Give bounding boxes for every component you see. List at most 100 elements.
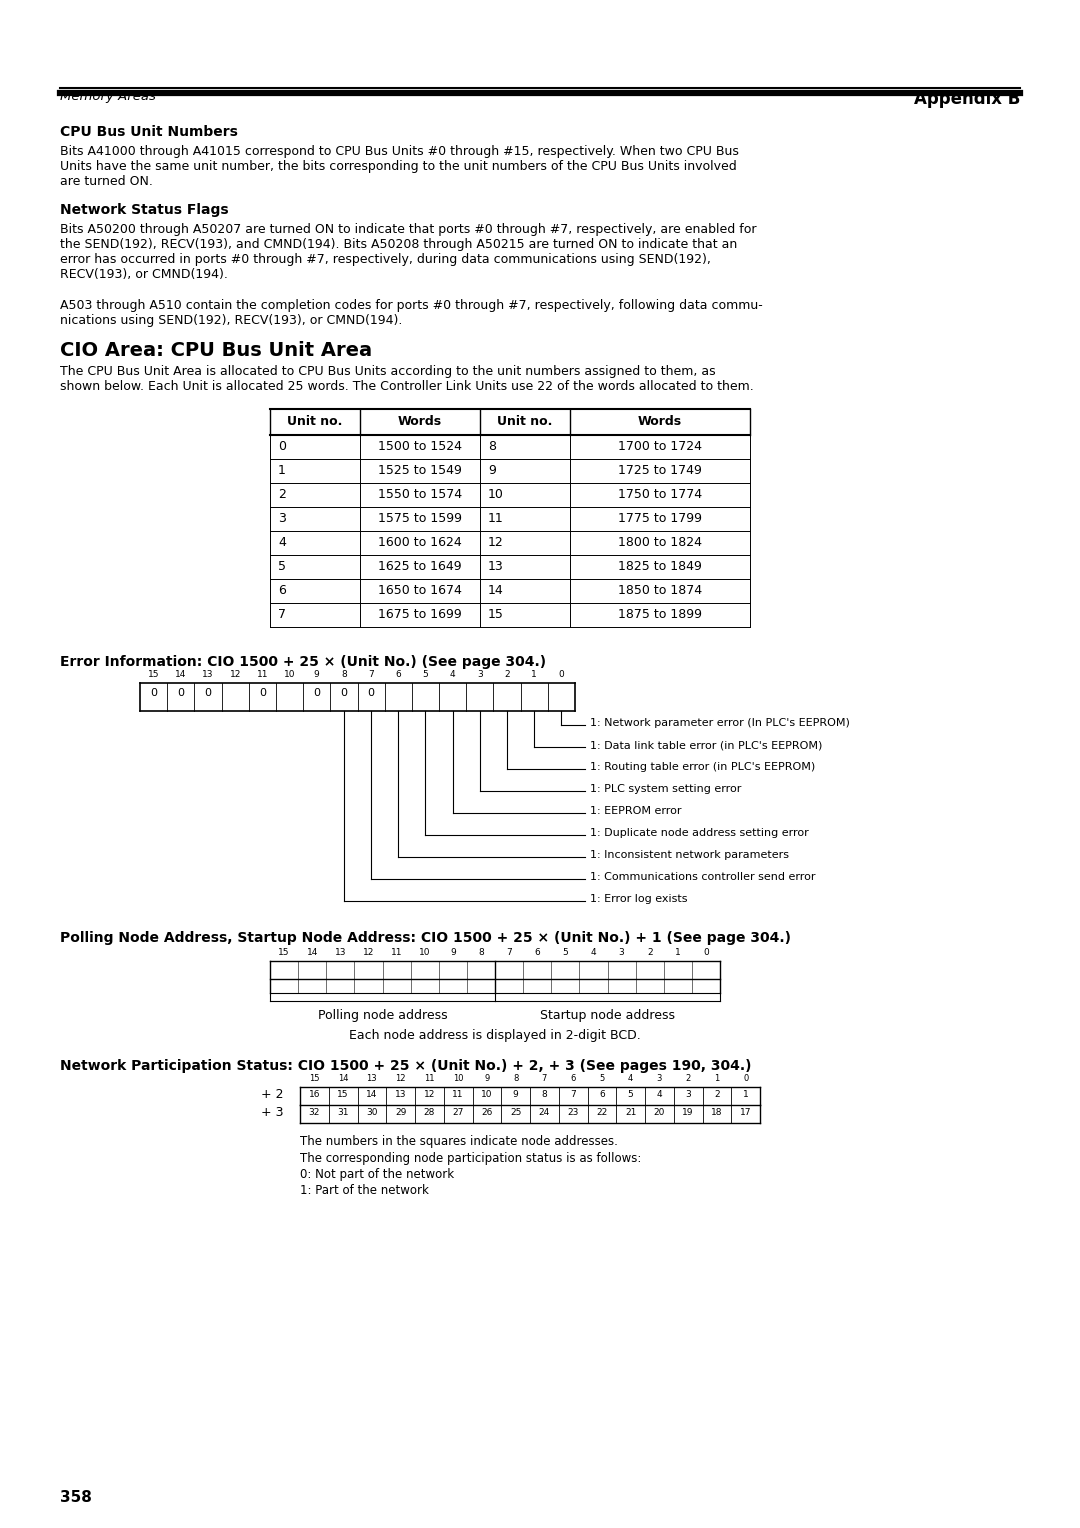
Text: 0: 0 — [177, 688, 185, 698]
Text: 4: 4 — [657, 1089, 662, 1099]
Text: Network Participation Status: CIO 1500 + 25 × (Unit No.) + 2, + 3 (See pages 190: Network Participation Status: CIO 1500 +… — [60, 1059, 752, 1073]
Text: Memory Areas: Memory Areas — [60, 90, 156, 102]
Text: 5: 5 — [599, 1074, 605, 1083]
Text: 6: 6 — [570, 1074, 576, 1083]
Text: 5: 5 — [422, 669, 429, 678]
Text: 0: 0 — [259, 688, 266, 698]
Text: 7: 7 — [278, 608, 286, 620]
Text: 1800 to 1824: 1800 to 1824 — [618, 536, 702, 549]
Text: 11: 11 — [391, 947, 403, 957]
Text: 0: 0 — [313, 688, 320, 698]
Text: 10: 10 — [488, 487, 504, 501]
Text: 1: Network parameter error (In PLC's EEPROM): 1: Network parameter error (In PLC's EEP… — [590, 718, 850, 727]
Text: 31: 31 — [337, 1108, 349, 1117]
Text: The CPU Bus Unit Area is allocated to CPU Bus Units according to the unit number: The CPU Bus Unit Area is allocated to CP… — [60, 365, 754, 393]
Text: 24: 24 — [539, 1108, 550, 1117]
Text: Polling Node Address, Startup Node Address: CIO 1500 + 25 × (Unit No.) + 1 (See : Polling Node Address, Startup Node Addre… — [60, 931, 791, 944]
Text: 1875 to 1899: 1875 to 1899 — [618, 608, 702, 620]
Text: 5: 5 — [563, 947, 568, 957]
Text: 1: 1 — [675, 947, 680, 957]
Text: Appendix B: Appendix B — [914, 90, 1020, 108]
Text: Bits A41000 through A41015 correspond to CPU Bus Units #0 through #15, respectiv: Bits A41000 through A41015 correspond to… — [60, 145, 739, 188]
Text: Bits A50200 through A50207 are turned ON to indicate that ports #0 through #7, r: Bits A50200 through A50207 are turned ON… — [60, 223, 756, 281]
Text: 8: 8 — [478, 947, 484, 957]
Text: 1725 to 1749: 1725 to 1749 — [618, 465, 702, 477]
Text: Unit no.: Unit no. — [287, 416, 342, 428]
Text: Startup node address: Startup node address — [540, 1008, 675, 1022]
Text: CIO Area: CPU Bus Unit Area: CIO Area: CPU Bus Unit Area — [60, 341, 373, 361]
Text: 1: Duplicate node address setting error: 1: Duplicate node address setting error — [590, 828, 809, 837]
Text: 3: 3 — [657, 1074, 662, 1083]
Text: 5: 5 — [627, 1089, 634, 1099]
Text: 14: 14 — [488, 584, 503, 597]
Text: 10: 10 — [481, 1089, 492, 1099]
Text: 8: 8 — [341, 669, 347, 678]
Text: 1: EEPROM error: 1: EEPROM error — [590, 805, 681, 816]
Text: 1: Communications controller send error: 1: Communications controller send error — [590, 872, 815, 882]
Text: 11: 11 — [424, 1074, 434, 1083]
Text: 1: Routing table error (in PLC's EEPROM): 1: Routing table error (in PLC's EEPROM) — [590, 762, 815, 772]
Text: 8: 8 — [541, 1089, 548, 1099]
Text: 1675 to 1699: 1675 to 1699 — [378, 608, 462, 620]
Text: 0: 0 — [558, 669, 564, 678]
Text: 0: 0 — [150, 688, 157, 698]
Text: 0: 0 — [340, 688, 348, 698]
Text: 9: 9 — [488, 465, 496, 477]
Text: 8: 8 — [513, 1074, 518, 1083]
Text: 1525 to 1549: 1525 to 1549 — [378, 465, 462, 477]
Text: 0: Not part of the network: 0: Not part of the network — [300, 1167, 454, 1181]
Text: 21: 21 — [625, 1108, 636, 1117]
Text: + 3: + 3 — [260, 1105, 283, 1118]
Text: 6: 6 — [395, 669, 401, 678]
Text: 2: 2 — [278, 487, 286, 501]
Text: 10: 10 — [419, 947, 431, 957]
Text: 7: 7 — [507, 947, 512, 957]
Text: 14: 14 — [338, 1074, 349, 1083]
Text: 10: 10 — [284, 669, 295, 678]
Text: 1: Inconsistent network parameters: 1: Inconsistent network parameters — [590, 850, 789, 860]
Text: 9: 9 — [513, 1089, 518, 1099]
Text: 22: 22 — [596, 1108, 607, 1117]
Text: 1: 1 — [714, 1074, 719, 1083]
Text: 9: 9 — [450, 947, 456, 957]
Text: 3: 3 — [477, 669, 483, 678]
Text: 30: 30 — [366, 1108, 378, 1117]
Text: 23: 23 — [567, 1108, 579, 1117]
Text: 1575 to 1599: 1575 to 1599 — [378, 512, 462, 526]
Text: 1: PLC system setting error: 1: PLC system setting error — [590, 784, 741, 795]
Text: 3: 3 — [278, 512, 286, 526]
Text: 1500 to 1524: 1500 to 1524 — [378, 440, 462, 452]
Text: 0: 0 — [204, 688, 212, 698]
Text: 4: 4 — [591, 947, 596, 957]
Text: 1: Error log exists: 1: Error log exists — [590, 894, 688, 905]
Text: 2: 2 — [686, 1074, 691, 1083]
Text: 6: 6 — [278, 584, 286, 597]
Text: 13: 13 — [202, 669, 214, 678]
Text: 18: 18 — [711, 1108, 723, 1117]
Text: Each node address is displayed in 2-digit BCD.: Each node address is displayed in 2-digi… — [349, 1028, 640, 1042]
Text: 32: 32 — [309, 1108, 320, 1117]
Text: 6: 6 — [599, 1089, 605, 1099]
Text: 1: Part of the network: 1: Part of the network — [300, 1184, 429, 1196]
Text: 8: 8 — [488, 440, 496, 452]
Text: The numbers in the squares indicate node addresses.: The numbers in the squares indicate node… — [300, 1135, 618, 1148]
Text: 26: 26 — [482, 1108, 492, 1117]
Text: 13: 13 — [395, 1089, 406, 1099]
Text: 11: 11 — [488, 512, 503, 526]
Text: 29: 29 — [395, 1108, 406, 1117]
Text: 13: 13 — [488, 559, 503, 573]
Text: 1775 to 1799: 1775 to 1799 — [618, 512, 702, 526]
Text: 1750 to 1774: 1750 to 1774 — [618, 487, 702, 501]
Text: 4: 4 — [450, 669, 456, 678]
Text: 9: 9 — [314, 669, 320, 678]
Text: 2: 2 — [504, 669, 510, 678]
Text: 17: 17 — [740, 1108, 752, 1117]
Text: 1700 to 1724: 1700 to 1724 — [618, 440, 702, 452]
Text: 14: 14 — [175, 669, 187, 678]
Text: Polling node address: Polling node address — [318, 1008, 447, 1022]
Text: 9: 9 — [484, 1074, 489, 1083]
Text: 0: 0 — [743, 1074, 748, 1083]
Text: 12: 12 — [229, 669, 241, 678]
Text: 7: 7 — [542, 1074, 548, 1083]
Text: 14: 14 — [366, 1089, 378, 1099]
